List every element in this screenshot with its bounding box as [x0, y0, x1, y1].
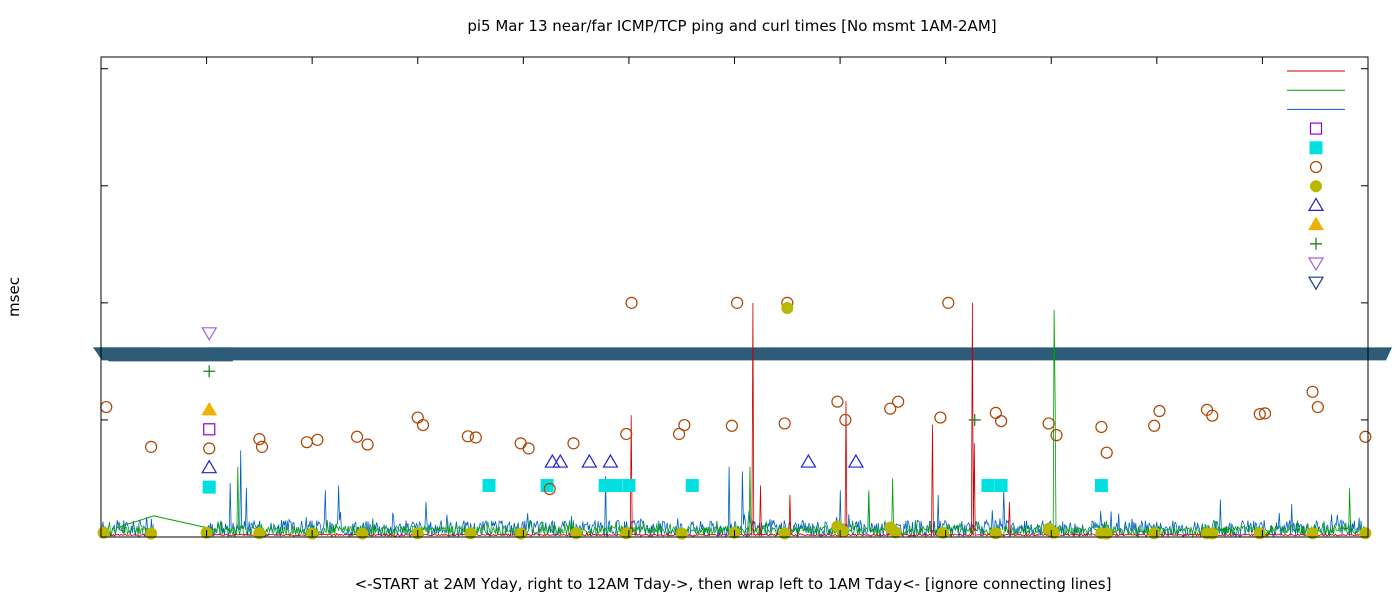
point-Ycurltime	[1253, 407, 1266, 421]
point-Ycurltime	[1042, 417, 1055, 430]
point-Ycurltime	[1050, 429, 1063, 442]
point-Ycurltime	[416, 418, 430, 432]
band-layer	[93, 347, 1393, 362]
legend	[1287, 70, 1345, 291]
point-YCustPingTimeout	[847, 453, 864, 468]
point-Ycurltime	[1311, 400, 1324, 414]
point-Ytcpoff_record	[994, 478, 1008, 492]
point-Ycurltime	[1359, 430, 1372, 443]
axes	[100, 57, 1369, 538]
point-Ycurldnstime	[1206, 527, 1219, 540]
legend-swatch-YCustPingTimeout	[1307, 197, 1325, 211]
series-connector-YTimetcpping	[116, 515, 218, 531]
point-YHPpingresult	[968, 413, 981, 426]
point-Ycurltime	[678, 418, 691, 432]
legend-swatch-Ynoipv6	[1307, 276, 1325, 291]
legend-swatch-YpingtargetISrouter	[1307, 257, 1325, 272]
point-Ycurltime	[994, 414, 1008, 428]
point-Ycurltime	[778, 417, 791, 430]
point-YCustPingTimeout	[800, 453, 817, 468]
point-YCustPingTimeout	[602, 453, 619, 468]
point-Ycurltime	[942, 296, 955, 309]
legend-swatch-Ycurltime	[1309, 160, 1323, 174]
point-Ycurltime	[672, 427, 686, 441]
point-Ycurltime	[461, 430, 475, 443]
point-YCustPingTimeout	[581, 453, 598, 468]
x-axis-label: <-START at 2AM Yday, right to 12AM Tday-…	[355, 575, 1112, 593]
point-Ycurldnstime	[464, 527, 477, 540]
point-Ytcpoff_record	[482, 478, 496, 492]
anomaly-marker-Ypingtargetchange	[201, 401, 218, 416]
point-Ycurltime	[1153, 404, 1166, 418]
point-Ycurldnstime	[778, 527, 791, 540]
point-Ycurldnstime	[356, 527, 369, 540]
point-Ycurltime	[1095, 420, 1108, 434]
point-Ycurltime	[253, 433, 266, 446]
point-YCustPingTimeout	[544, 453, 561, 468]
point-Ycurltime	[620, 427, 633, 441]
chart-title: pi5 Mar 13 near/far ICMP/TCP ping and cu…	[467, 17, 996, 35]
legend-swatch-Yofflineresult	[1309, 122, 1323, 135]
anomaly-marker-YpingtargetISrouter	[201, 327, 218, 342]
anomaly-marker-YHPpingresult	[203, 365, 216, 378]
point-Ycurldnstime	[675, 527, 688, 540]
point-Ycurldnstime	[253, 527, 266, 540]
point-Ycurltime	[350, 430, 364, 443]
point-Ycurltime	[731, 296, 744, 309]
legend-swatch-Ytcpoff_record	[1309, 141, 1323, 155]
anomaly-marker-Yofflineresult	[203, 423, 216, 436]
anomaly-marker-Ycurltime	[203, 442, 216, 455]
point-Ycurltime	[1100, 446, 1113, 459]
y-axis-label: msec	[5, 277, 23, 317]
band-segment-left-start	[93, 347, 160, 361]
point-Ycurltime	[1206, 409, 1219, 422]
point-Ycurldnstime	[1100, 527, 1113, 540]
point-YCustPingTimeout	[552, 453, 569, 468]
point-Ycurldnstime	[1306, 527, 1319, 540]
point-Ycurldnstime	[570, 527, 583, 540]
legend-swatch-YHPpingresult	[1310, 237, 1322, 250]
legend-swatch-Ycurldnstime	[1310, 180, 1322, 193]
point-Ycurltime	[311, 433, 324, 446]
annotation-notes	[201, 327, 218, 494]
point-Ycurltime	[884, 402, 897, 415]
point-Ycurltime	[469, 431, 482, 444]
point-Ycurldnstime	[889, 526, 902, 539]
point-Ycurldnstime	[989, 527, 1002, 540]
point-Ycurltime	[725, 419, 738, 432]
point-Ytcpoff_record	[685, 478, 699, 492]
point-Ycurltime	[1306, 385, 1319, 398]
band-segment-main	[209, 347, 1393, 361]
anomaly-marker-Ytcpoff_record	[202, 480, 216, 494]
point-Ycurltime	[255, 440, 269, 453]
point-Ycurltime	[934, 411, 947, 424]
anomaly-marker-YCustPingTimeout	[201, 459, 218, 474]
point-Ycurltime	[361, 438, 374, 451]
point-Ycurltime	[543, 482, 556, 496]
point-Ycurldnstime	[781, 302, 794, 315]
point-Ycurltime	[625, 296, 638, 309]
point-Ycurldnstime	[145, 527, 158, 540]
point-Ycurltime	[567, 437, 580, 450]
point-Ycurltime	[1258, 407, 1272, 420]
point-Ycurltime	[522, 442, 535, 455]
point-Ycurltime	[892, 395, 905, 408]
point-Ycurltime	[839, 413, 852, 427]
point-Ycurltime	[145, 440, 158, 453]
point-Ytcpoff_record	[540, 478, 554, 492]
legend-swatch-Ypingtargetchange	[1308, 216, 1324, 231]
point-Ycurltime	[1148, 419, 1161, 432]
point-Ytcpoff_record	[1094, 478, 1108, 492]
point-Ytcpoff_record	[622, 478, 636, 492]
point-Ycurldnstime	[836, 525, 849, 538]
series-markers	[97, 296, 1372, 540]
point-Ytcpoff_record	[981, 478, 995, 492]
point-Ytcpoff_record	[609, 478, 623, 492]
point-Ycurltime	[831, 395, 844, 408]
